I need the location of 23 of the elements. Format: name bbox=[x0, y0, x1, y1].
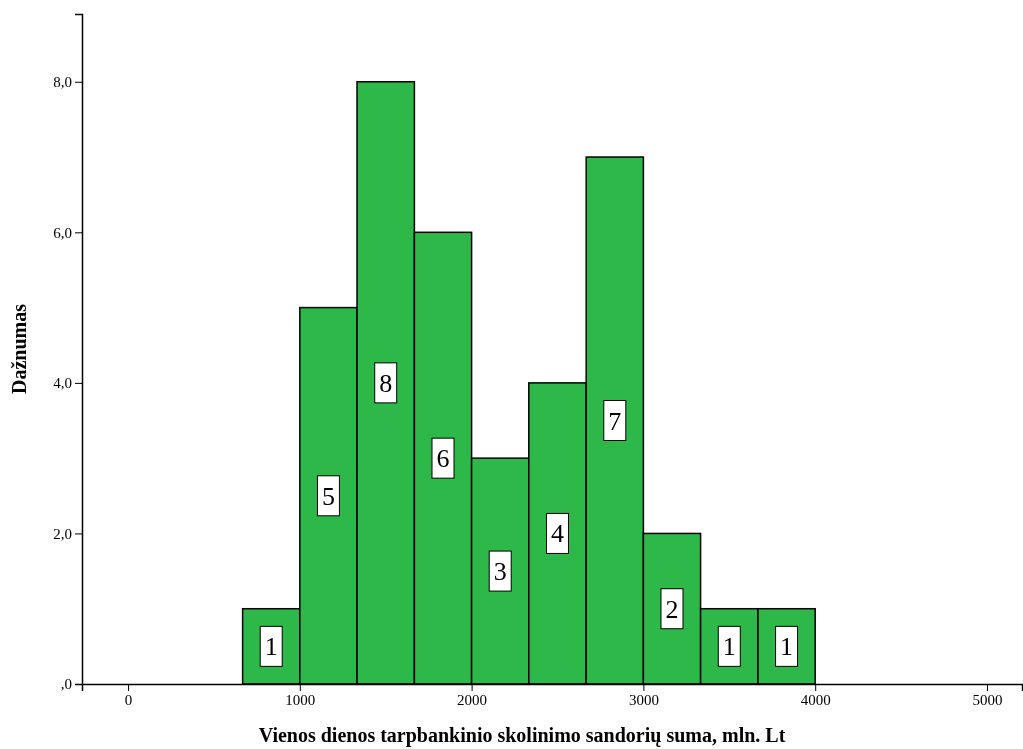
y-tick-label: ,0 bbox=[60, 676, 72, 693]
y-tick-label: 2,0 bbox=[53, 525, 72, 542]
x-tick-label: 1000 bbox=[285, 691, 316, 708]
x-tick-label: 2000 bbox=[457, 691, 488, 708]
data-label: 2 bbox=[665, 594, 679, 624]
x-tick-label: 4000 bbox=[800, 691, 831, 708]
data-label: 8 bbox=[379, 368, 393, 398]
data-label: 6 bbox=[436, 444, 450, 474]
data-label: 1 bbox=[264, 632, 278, 662]
data-label: 4 bbox=[551, 519, 564, 549]
y-axis-title: Dažnumas bbox=[8, 303, 30, 395]
data-label: 1 bbox=[780, 632, 794, 662]
data-label: 5 bbox=[321, 481, 335, 511]
y-tick-label: 4,0 bbox=[53, 375, 72, 392]
x-tick-label: 0 bbox=[124, 691, 133, 708]
x-axis-title: Vienos dienos tarpbankinio skolinimo sandorių suma, mln. Lt bbox=[258, 724, 786, 747]
data-label: 1 bbox=[722, 632, 736, 662]
y-tick-label: 8,0 bbox=[53, 74, 72, 91]
x-tick-label: 3000 bbox=[628, 691, 659, 708]
data-label: 7 bbox=[608, 406, 622, 436]
data-label: 3 bbox=[493, 557, 507, 587]
x-tick-label: 5000 bbox=[972, 691, 1003, 708]
y-tick-label: 6,0 bbox=[53, 224, 72, 241]
